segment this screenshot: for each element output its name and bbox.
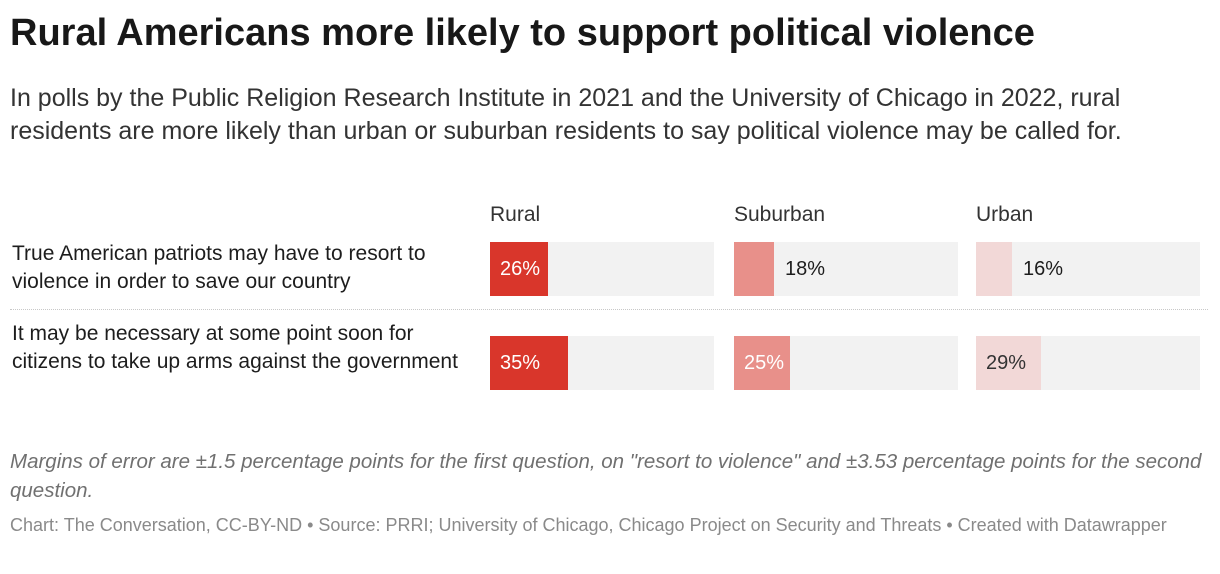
value-label-row1-suburban: 18% — [785, 258, 826, 280]
column-header-urban: Urban — [976, 203, 1034, 226]
bar-row1-urban — [976, 242, 1012, 296]
value-label-row1-urban: 16% — [1023, 258, 1064, 280]
chart-title: Rural Americans more likely to support p… — [10, 12, 1035, 54]
bar-track-row2-suburban: 25% — [734, 336, 958, 390]
bar-track-row2-urban: 29% — [976, 336, 1200, 390]
bar-track-row1-suburban: 18% — [734, 242, 958, 296]
chart-subtitle: In polls by the Public Religion Research… — [10, 84, 1122, 145]
column-header-suburban: Suburban — [734, 203, 826, 226]
bar-track-row1-rural: 26% — [490, 242, 714, 296]
value-label-row2-urban: 29% — [986, 352, 1027, 374]
row-label-resort-to-violence: True American patriots may have to resor… — [12, 242, 426, 293]
value-label-row2-suburban: 25% — [744, 352, 785, 374]
bar-row2-rural — [490, 336, 568, 390]
bar-track-row1-urban: 16% — [976, 242, 1200, 296]
bar-row2-suburban — [734, 336, 790, 390]
bar-row1-rural — [490, 242, 548, 296]
bar-row2-urban — [976, 336, 1041, 390]
column-header-rural: Rural — [490, 203, 541, 226]
value-label-row2-rural: 35% — [500, 352, 541, 374]
chart-footer: Chart: The Conversation, CC-BY-ND • Sour… — [10, 515, 1167, 535]
chart-notes: Margins of error are ±1.5 percentage poi… — [10, 450, 1202, 502]
bar-row1-suburban — [734, 242, 774, 296]
value-label-row1-rural: 26% — [500, 258, 541, 280]
row-divider — [10, 309, 1208, 310]
bar-track-row2-rural: 35% — [490, 336, 714, 390]
row-label-take-up-arms: It may be necessary at some point soon f… — [12, 322, 458, 373]
